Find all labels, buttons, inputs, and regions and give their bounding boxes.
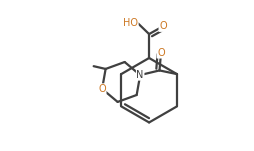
- Text: HO: HO: [123, 18, 138, 28]
- Text: O: O: [159, 21, 167, 31]
- Text: N: N: [136, 70, 144, 80]
- Text: O: O: [98, 84, 106, 94]
- Text: O: O: [157, 48, 165, 58]
